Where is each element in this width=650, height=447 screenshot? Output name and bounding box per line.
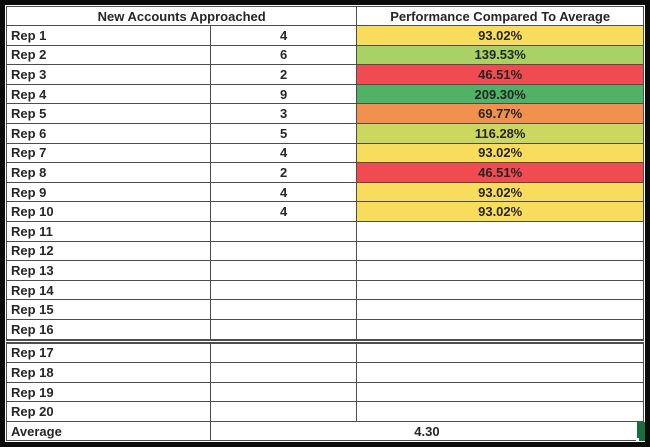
accounts-value-cell[interactable]: 4: [209, 181, 358, 203]
accounts-value-cell[interactable]: 4: [209, 201, 358, 222]
rep-label-cell[interactable]: Rep 1: [6, 25, 211, 46]
table-row: Rep 13: [6, 260, 644, 281]
performance-cell[interactable]: [356, 318, 644, 342]
performance-cell[interactable]: [356, 338, 644, 364]
table-row: Rep 9 4 93.02%: [6, 181, 644, 203]
rep-label-cell[interactable]: Rep 18: [6, 362, 211, 383]
performance-cell[interactable]: 116.28%: [356, 122, 644, 144]
table-row: Rep 18: [6, 362, 644, 383]
accounts-value-cell[interactable]: [209, 299, 358, 320]
rep-label-cell[interactable]: Rep 2: [6, 44, 211, 66]
selection-artifact: [636, 422, 645, 441]
performance-cell[interactable]: 46.51%: [356, 162, 644, 183]
accounts-value-cell[interactable]: 6: [209, 44, 358, 66]
rep-label-cell[interactable]: Rep 14: [6, 279, 211, 301]
header-performance-compared-to-average[interactable]: Performance Compared To Average: [356, 6, 644, 26]
header-new-accounts-approached[interactable]: New Accounts Approached: [5, 6, 358, 26]
performance-table: New Accounts Approached Performance Comp…: [5, 6, 645, 441]
performance-cell[interactable]: 93.02%: [356, 142, 644, 164]
table-row: Rep 10 4 93.02%: [6, 201, 644, 222]
accounts-value-cell[interactable]: [209, 220, 358, 242]
table-row: Rep 16: [6, 318, 644, 342]
accounts-value-cell[interactable]: [209, 381, 358, 403]
rep-label-cell[interactable]: Rep 17: [6, 338, 211, 364]
rep-label-cell[interactable]: Rep 4: [6, 83, 211, 105]
table-row: Rep 1 4 93.02%: [6, 25, 644, 46]
accounts-value-cell[interactable]: [209, 279, 358, 301]
accounts-value-cell[interactable]: [209, 401, 358, 422]
table-row: Rep 12: [6, 240, 644, 262]
performance-cell[interactable]: 93.02%: [356, 25, 644, 46]
performance-cell[interactable]: [356, 220, 644, 242]
rep-label-cell[interactable]: Rep 8: [6, 162, 211, 183]
accounts-value-cell[interactable]: 2: [209, 64, 358, 85]
accounts-value-cell[interactable]: [209, 318, 358, 342]
table-body: Rep 1 4 93.02% Rep 2 6 139.53% Rep 3 2 4…: [6, 25, 644, 422]
rep-label-cell[interactable]: Rep 19: [6, 381, 211, 403]
average-value-cell[interactable]: 4.30: [209, 421, 645, 441]
table-row: Rep 5 3 69.77%: [6, 103, 644, 124]
rep-label-cell[interactable]: Rep 9: [6, 181, 211, 203]
performance-cell[interactable]: 93.02%: [356, 201, 644, 222]
performance-cell[interactable]: [356, 401, 644, 422]
rep-label-cell[interactable]: Rep 12: [6, 240, 211, 262]
accounts-value-cell[interactable]: 9: [209, 83, 358, 105]
accounts-value-cell[interactable]: 2: [209, 162, 358, 183]
table-row: Rep 3 2 46.51%: [6, 64, 644, 85]
header-row: New Accounts Approached Performance Comp…: [5, 6, 644, 26]
performance-cell[interactable]: [356, 362, 644, 383]
performance-cell[interactable]: [356, 299, 644, 320]
accounts-value-cell[interactable]: [209, 240, 358, 262]
rep-label-cell[interactable]: Rep 6: [6, 122, 211, 144]
accounts-value-cell[interactable]: [209, 362, 358, 383]
performance-cell[interactable]: 93.02%: [356, 181, 644, 203]
average-row: Average 4.30: [6, 421, 645, 441]
table-row: Rep 14: [6, 279, 644, 301]
rep-label-cell[interactable]: Rep 20: [6, 401, 211, 422]
accounts-value-cell[interactable]: 4: [209, 25, 358, 46]
accounts-value-cell[interactable]: [209, 338, 358, 364]
table-row: Rep 20: [6, 401, 644, 422]
rep-label-cell[interactable]: Rep 11: [6, 220, 211, 242]
performance-cell[interactable]: [356, 381, 644, 403]
performance-cell[interactable]: [356, 260, 644, 281]
performance-cell[interactable]: 139.53%: [356, 44, 644, 66]
rep-label-cell[interactable]: Rep 7: [6, 142, 211, 164]
table-row: Rep 6 5 116.28%: [6, 122, 644, 144]
table-row: Rep 11: [6, 220, 644, 242]
accounts-value-cell[interactable]: 4: [209, 142, 358, 164]
performance-cell[interactable]: 46.51%: [356, 64, 644, 85]
performance-cell[interactable]: [356, 240, 644, 262]
rep-label-cell[interactable]: Rep 15: [6, 299, 211, 320]
table-row: Rep 15: [6, 299, 644, 320]
rep-label-cell[interactable]: Rep 5: [6, 103, 211, 124]
performance-cell[interactable]: 209.30%: [356, 83, 644, 105]
performance-cell[interactable]: [356, 279, 644, 301]
average-label-cell[interactable]: Average: [6, 421, 211, 441]
table-row: Rep 17: [6, 338, 644, 364]
rep-label-cell[interactable]: Rep 13: [6, 260, 211, 281]
rep-label-cell[interactable]: Rep 16: [6, 318, 211, 342]
table-row: Rep 7 4 93.02%: [6, 142, 644, 164]
table-inner: New Accounts Approached Performance Comp…: [5, 5, 645, 442]
table-row: Rep 19: [6, 381, 644, 403]
accounts-value-cell[interactable]: 3: [209, 103, 358, 124]
accounts-value-cell[interactable]: 5: [209, 122, 358, 144]
rep-label-cell[interactable]: Rep 3: [6, 64, 211, 85]
rep-label-cell[interactable]: Rep 10: [6, 201, 211, 222]
table-row: Rep 2 6 139.53%: [6, 44, 644, 66]
table-row: Rep 8 2 46.51%: [6, 162, 644, 183]
accounts-value-cell[interactable]: [209, 260, 358, 281]
performance-cell[interactable]: 69.77%: [356, 103, 644, 124]
table-row: Rep 4 9 209.30%: [6, 83, 644, 105]
